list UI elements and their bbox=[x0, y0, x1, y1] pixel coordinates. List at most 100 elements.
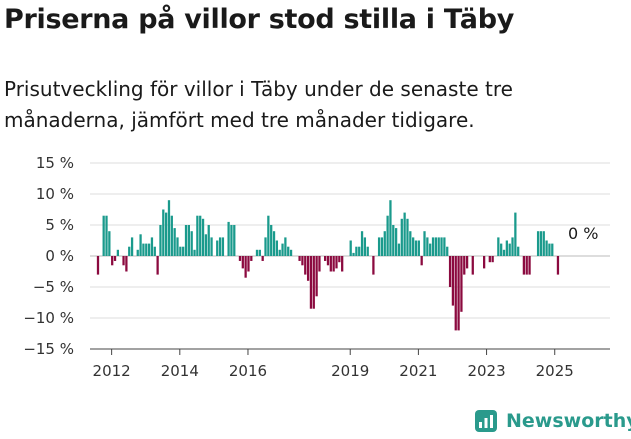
bar bbox=[108, 231, 111, 256]
bar bbox=[548, 243, 551, 256]
x-tick-label: 2021 bbox=[399, 362, 437, 380]
bar bbox=[437, 237, 440, 256]
bar bbox=[105, 215, 108, 256]
bar bbox=[298, 256, 301, 261]
bar bbox=[102, 215, 105, 256]
bar bbox=[170, 215, 173, 256]
bar bbox=[227, 221, 230, 256]
bar bbox=[255, 249, 259, 256]
bar bbox=[113, 256, 117, 261]
x-tick-label: 2023 bbox=[467, 362, 505, 380]
bar bbox=[423, 231, 426, 256]
bar bbox=[173, 228, 176, 256]
bar bbox=[165, 212, 168, 256]
bar bbox=[281, 243, 284, 256]
bar bbox=[426, 237, 429, 256]
bar bbox=[536, 231, 540, 256]
bar bbox=[204, 234, 208, 256]
bar bbox=[539, 231, 543, 256]
x-tick-label: 2025 bbox=[536, 362, 574, 380]
bar bbox=[306, 256, 310, 281]
bar bbox=[247, 256, 250, 272]
bar bbox=[179, 246, 182, 256]
x-tick-label: 2016 bbox=[229, 362, 267, 380]
bar bbox=[244, 256, 247, 278]
bar bbox=[386, 215, 389, 256]
x-tick-label: 2014 bbox=[161, 362, 199, 380]
bar bbox=[355, 246, 358, 256]
bar bbox=[525, 256, 528, 275]
y-tick-label: 5 % bbox=[45, 216, 74, 234]
bar bbox=[324, 256, 327, 261]
bar bbox=[358, 246, 361, 256]
bar bbox=[383, 231, 386, 256]
bar bbox=[315, 256, 318, 297]
bar bbox=[289, 249, 293, 256]
x-tick-label: 2019 bbox=[331, 362, 369, 380]
y-tick-label: 15 % bbox=[36, 154, 74, 172]
bar bbox=[128, 246, 131, 256]
bar bbox=[201, 218, 205, 256]
bar-chart: 15 %10 %5 %0 %−5 %−10 %−15 % 2012 2014 201… bbox=[23, 154, 610, 380]
bar bbox=[446, 246, 449, 256]
brand-name: Newsworthy bbox=[506, 410, 631, 432]
bar bbox=[349, 240, 352, 256]
y-axis-ticks: 15 % 10 % 5 % 0 % −5 % −10 % −15 % bbox=[23, 154, 74, 358]
bar bbox=[301, 256, 304, 266]
bar bbox=[397, 243, 401, 256]
bar bbox=[500, 243, 503, 256]
bar bbox=[514, 212, 517, 256]
bar bbox=[147, 243, 151, 256]
bar bbox=[372, 256, 375, 275]
bar bbox=[502, 249, 506, 256]
bar bbox=[272, 231, 276, 256]
bar bbox=[409, 231, 412, 256]
brand-logo: Newsworthy bbox=[474, 404, 631, 438]
bar bbox=[318, 256, 321, 272]
bar bbox=[196, 215, 199, 256]
bar bbox=[508, 243, 511, 256]
bar bbox=[366, 246, 369, 256]
bar bbox=[199, 215, 202, 256]
bar bbox=[341, 256, 344, 272]
y-tick-label: 10 % bbox=[36, 185, 74, 203]
bar bbox=[429, 243, 432, 256]
bar bbox=[403, 212, 406, 256]
bar bbox=[287, 246, 290, 256]
bar bbox=[488, 256, 491, 263]
bar bbox=[233, 225, 236, 256]
bar bbox=[394, 228, 398, 256]
bar bbox=[338, 256, 341, 263]
bar bbox=[431, 237, 435, 256]
bar bbox=[497, 237, 500, 256]
bar bbox=[309, 256, 313, 309]
bar bbox=[116, 249, 120, 256]
bar bbox=[284, 237, 287, 256]
bar bbox=[440, 237, 443, 256]
bar bbox=[511, 237, 514, 256]
bar bbox=[448, 256, 452, 287]
bar bbox=[522, 256, 526, 275]
bar bbox=[389, 200, 392, 256]
bar bbox=[412, 237, 415, 256]
bar bbox=[267, 215, 270, 256]
bar bbox=[417, 240, 420, 256]
bar bbox=[125, 256, 128, 272]
y-tick-label: −10 % bbox=[23, 309, 74, 327]
bar bbox=[542, 231, 545, 256]
bar bbox=[556, 256, 560, 275]
x-tick-label: 2012 bbox=[93, 362, 131, 380]
bar bbox=[193, 249, 196, 256]
bar bbox=[250, 256, 253, 261]
bars bbox=[96, 200, 560, 331]
bar bbox=[335, 256, 338, 269]
bar bbox=[182, 246, 185, 256]
bar bbox=[352, 252, 355, 256]
bar bbox=[176, 237, 179, 256]
bar bbox=[270, 225, 273, 256]
bar bbox=[190, 231, 193, 256]
bar bbox=[454, 256, 457, 331]
bar bbox=[392, 225, 395, 256]
newsworthy-logo-icon bbox=[475, 410, 497, 432]
bar bbox=[400, 218, 403, 256]
